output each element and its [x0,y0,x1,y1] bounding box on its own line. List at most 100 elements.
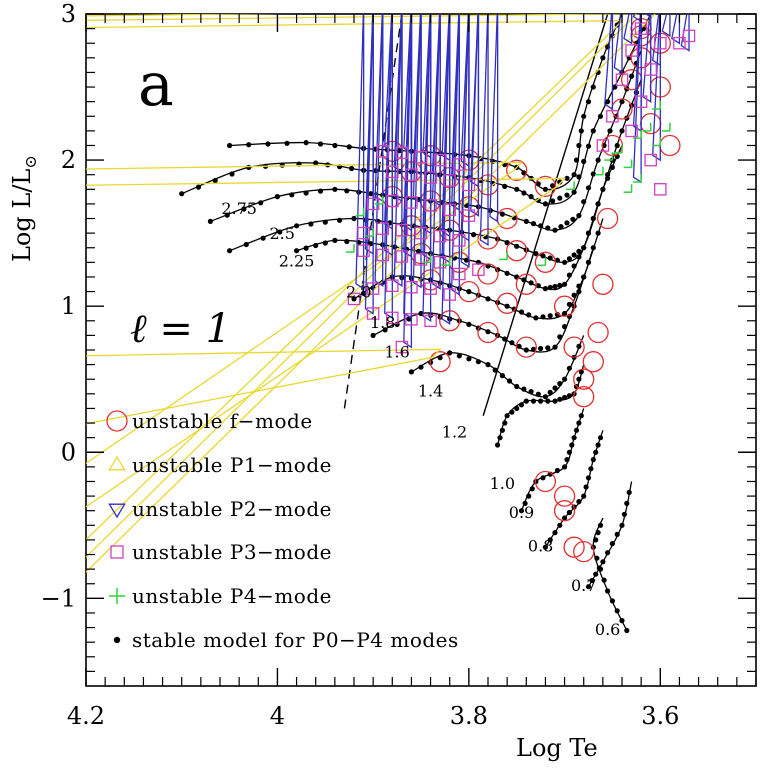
stable-model-dot [504,413,510,419]
legend-marker-square [110,545,124,559]
circle-marker [582,351,604,373]
square-marker [443,288,456,301]
circle-marker [534,470,557,493]
axes: 4.2 4 3.8 3.6 −1 0 1 2 3 [41,0,757,730]
stable-model-dot [485,362,491,368]
stable-model-dot [564,192,570,198]
stable-model-dot [601,577,607,583]
stable-model-dot [576,174,582,180]
stable-model-dot [418,364,424,370]
stable-model-dot [528,389,534,395]
stable-model-dot [619,618,625,624]
square-marker [634,95,648,108]
stable-model-dot [351,296,357,302]
stable-model-dot [609,541,616,547]
circle-marker [553,500,576,522]
mass-label-2.25: 2.25 [279,252,315,271]
mass-label-0.8: 0.8 [528,537,553,556]
stable-model-dot [260,235,266,241]
stable-model-dot [547,537,553,543]
mass-label-0.9: 0.9 [509,503,534,522]
stable-model-dot [566,449,573,455]
stable-model-dot [289,192,295,198]
triangle-down-marker [632,14,642,23]
stable-model-dot [463,257,470,263]
x-tick-label: 4 [270,702,285,730]
stable-model-dot [554,467,561,474]
stable-model-dot [243,241,249,248]
square-marker [453,267,466,281]
square-marker [615,73,629,86]
stable-model-dot [542,394,549,400]
plus-marker [614,144,623,154]
stable-model-dot [317,188,324,194]
stable-model-dot [554,312,561,318]
square-marker [654,36,667,50]
square-marker [472,263,485,276]
stable-model-dot [351,215,357,222]
stable-model-dot [535,181,541,187]
stable-model-dot [547,255,553,261]
stable-model-dot [571,172,577,178]
y-tick-label: 3 [61,0,76,28]
stable-model-dot [523,347,529,353]
triangle-down-marker [652,14,662,162]
stable-model-dot [227,142,233,149]
triangle-down-marker [644,14,652,19]
stable-model-dot [624,627,630,634]
stable-model-dot [569,442,575,448]
stable-model-dot [576,376,582,382]
square-marker [644,153,657,167]
stable-model-dot [542,286,549,292]
stable-model-dot [212,177,218,184]
stable-model-dot [313,242,319,249]
stable-model-dot [597,522,604,528]
stable-model-dot [550,198,556,204]
stable-model-dot [547,389,553,395]
stable-model-dot [195,184,202,190]
stable-model-dot [573,427,580,433]
stable-model-dot [246,164,252,170]
square-marker [424,282,437,295]
stable-model-dot [485,329,491,335]
stable-model-dot [485,296,491,302]
stable-model-dot [624,500,630,506]
stable-model-dot [456,353,462,359]
stable-model-dot [246,142,252,148]
stable-model-dot [566,256,573,262]
mass-label-2.0: 2.0 [346,282,371,301]
stable-model-dot [593,537,599,543]
square-marker [386,311,399,325]
plus-marker [604,152,614,161]
stable-model-dot [332,142,338,149]
stable-model-dot [573,157,580,163]
stable-model-dot [566,272,573,278]
stable-model-dot [274,194,280,200]
square-marker [443,203,456,217]
stable-model-dot [382,327,388,333]
stable-model-dot [509,340,515,346]
square-marker [414,226,428,240]
triangle-down-marker [661,14,671,38]
legend-marker-dot [113,636,121,644]
stable-model-dot [526,493,532,499]
stable-model-dot [576,499,582,505]
square-marker [414,253,428,266]
plus-marker [537,257,547,267]
stable-model-dot [475,359,481,365]
circle-marker [573,540,595,563]
stable-model-dot [547,313,553,319]
stable-model-dot [605,175,611,181]
track-0.8 [544,430,604,548]
stable-model-dot [521,170,527,176]
stable-model-dot [557,396,563,402]
stable-model-dot [303,140,309,146]
square-marker [395,340,409,354]
stable-model-dot [576,254,582,260]
stable-model-dot [207,218,213,224]
circle-marker [596,207,619,230]
square-marker [395,146,409,160]
stable-model-dot [504,240,510,246]
plus-marker [623,184,633,193]
stable-model-dot [558,224,564,230]
